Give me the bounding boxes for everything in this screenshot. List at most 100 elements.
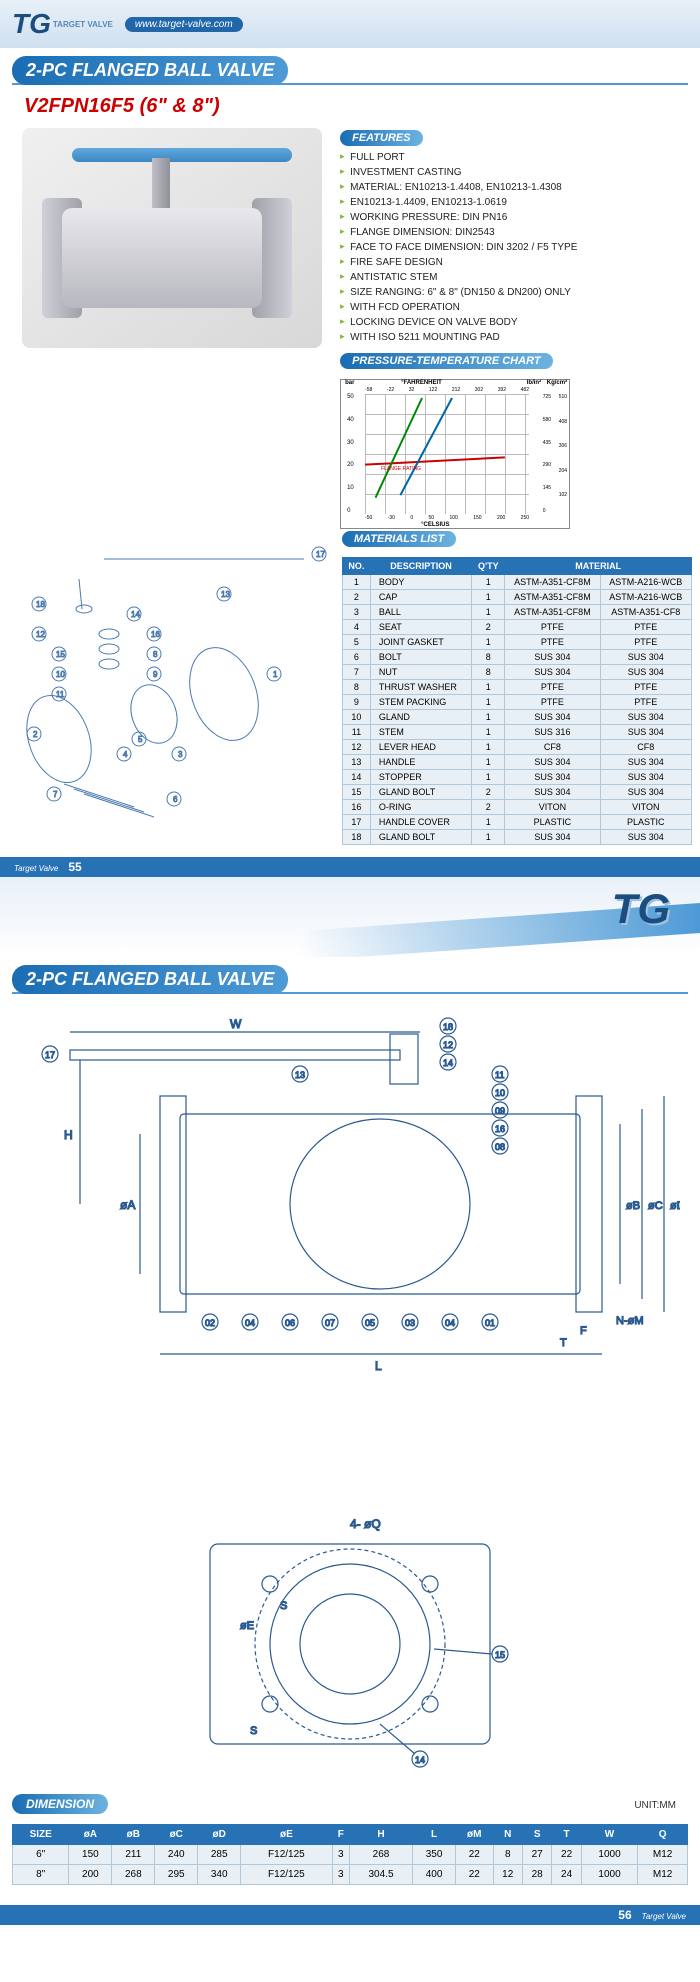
model-number: V2FPN16F5 (6" & 8"): [24, 95, 676, 118]
table-row: 16O-RING2VITONVITON: [343, 800, 692, 815]
table-cell: 17: [343, 815, 371, 830]
exploded-diagram: 18 17 12 13 15 10 11 16 8 9 2 1 4 3 5 6: [24, 539, 334, 819]
dim-col: Q: [638, 1825, 688, 1845]
table-row: 1BODY1ASTM-A351-CF8MASTM-A216-WCB: [343, 575, 692, 590]
table-row: 7NUT8SUS 304SUS 304: [343, 665, 692, 680]
svg-text:03: 03: [405, 1318, 415, 1328]
table-cell: SUS 304: [505, 710, 600, 725]
table-cell: 211: [112, 1845, 155, 1865]
table-cell: GLAND BOLT: [370, 785, 471, 800]
table-row: 15GLAND BOLT2SUS 304SUS 304: [343, 785, 692, 800]
chart-tick: 290: [543, 462, 551, 468]
chart-tick: 482: [521, 387, 529, 393]
table-cell: 1000: [581, 1865, 637, 1885]
chart-unit-psi: lb/in²: [527, 380, 541, 386]
page-number-2: 56: [618, 1908, 631, 1922]
svg-text:S: S: [250, 1725, 257, 1737]
svg-text:4- øQ: 4- øQ: [350, 1517, 381, 1531]
page2-logo: TG: [612, 885, 670, 933]
table-cell: PTFE: [600, 680, 691, 695]
valve-body-graphic: [62, 208, 262, 308]
dimension-section: DIMENSION UNIT:MM: [12, 1794, 688, 1814]
svg-text:14: 14: [415, 1755, 425, 1765]
svg-text:10: 10: [495, 1088, 505, 1098]
table-cell: SUS 304: [600, 710, 691, 725]
table-cell: 1: [472, 590, 505, 605]
svg-text:T: T: [560, 1337, 567, 1349]
table-cell: 1: [472, 740, 505, 755]
svg-text:H: H: [64, 1128, 73, 1142]
table-cell: BALL: [370, 605, 471, 620]
chart-top-ticks: -58-2232122212302392482: [365, 387, 529, 393]
table-cell: 2: [472, 620, 505, 635]
chart-tick: 306: [559, 443, 567, 449]
svg-text:07: 07: [325, 1318, 335, 1328]
table-cell: ASTM-A351-CF8M: [505, 590, 600, 605]
svg-text:øB: øB: [626, 1200, 640, 1212]
table-cell: CF8: [600, 740, 691, 755]
table-cell: 16: [343, 800, 371, 815]
table-cell: 1: [472, 815, 505, 830]
svg-text:04: 04: [445, 1318, 455, 1328]
url: www.target-valve.com: [125, 17, 243, 32]
svg-text:01: 01: [485, 1318, 495, 1328]
chart-unit-bar: bar: [345, 380, 354, 386]
svg-text:06: 06: [285, 1318, 295, 1328]
page2-header: TG: [0, 877, 700, 957]
chart-right-ticks: 7255804352901450: [543, 394, 551, 514]
svg-text:F: F: [580, 1325, 587, 1337]
table-cell: PLASTIC: [505, 815, 600, 830]
chart-tick: 200: [497, 515, 505, 521]
svg-text:11: 11: [56, 690, 65, 699]
table-cell: 6": [13, 1845, 69, 1865]
dim-col: øA: [69, 1825, 112, 1845]
table-cell: 22: [552, 1845, 581, 1865]
table-cell: THRUST WASHER: [370, 680, 471, 695]
dim-col: øE: [241, 1825, 333, 1845]
table-cell: VITON: [505, 800, 600, 815]
page2-title-bar: 2-PC FLANGED BALL VALVE: [12, 965, 688, 994]
table-cell: PTFE: [505, 680, 600, 695]
table-cell: ASTM-A216-WCB: [600, 575, 691, 590]
title-bar: 2-PC FLANGED BALL VALVE: [12, 56, 688, 85]
table-cell: ASTM-A216-WCB: [600, 590, 691, 605]
svg-text:S: S: [280, 1600, 287, 1612]
chart-tick: 50: [347, 394, 354, 400]
features-list: FULL PORTINVESTMENT CASTINGMATERIAL: EN1…: [340, 150, 688, 345]
svg-text:17: 17: [45, 1050, 55, 1060]
dim-col: S: [522, 1825, 551, 1845]
materials-heading: MATERIALS LIST: [342, 531, 456, 547]
table-cell: 13: [343, 755, 371, 770]
table-cell: 8: [493, 1845, 522, 1865]
svg-text:øD: øD: [670, 1200, 680, 1212]
svg-text:10: 10: [56, 670, 65, 679]
table-cell: 27: [522, 1845, 551, 1865]
chart-tick: 30: [347, 440, 354, 446]
dim-col: øM: [456, 1825, 494, 1845]
svg-text:14: 14: [443, 1058, 453, 1068]
svg-text:18: 18: [36, 600, 45, 609]
table-cell: 350: [413, 1845, 456, 1865]
table-row: 14STOPPER1SUS 304SUS 304: [343, 770, 692, 785]
svg-text:7: 7: [53, 790, 58, 799]
chart-tick: 32: [409, 387, 415, 393]
chart-unit-kg: Kg/cm²: [547, 380, 567, 386]
table-cell: PTFE: [600, 695, 691, 710]
table-cell: F12/125: [241, 1845, 333, 1865]
top-section: FEATURES FULL PORTINVESTMENT CASTINGMATE…: [0, 128, 700, 529]
footer-brand: Target Valve: [14, 864, 58, 873]
table-cell: 22: [456, 1845, 494, 1865]
features-heading: FEATURES: [340, 130, 422, 146]
table-cell: 12: [493, 1865, 522, 1885]
dim-col: øB: [112, 1825, 155, 1845]
chart-tick: 408: [559, 419, 567, 425]
svg-text:øE: øE: [240, 1620, 254, 1632]
table-cell: 1: [343, 575, 371, 590]
svg-text:6: 6: [173, 795, 178, 804]
table-cell: 1: [472, 725, 505, 740]
table-cell: SUS 304: [600, 725, 691, 740]
table-cell: PTFE: [505, 695, 600, 710]
table-cell: ASTM-A351-CF8M: [505, 605, 600, 620]
table-cell: F12/125: [241, 1865, 333, 1885]
materials-col: Q'TY: [472, 558, 505, 575]
